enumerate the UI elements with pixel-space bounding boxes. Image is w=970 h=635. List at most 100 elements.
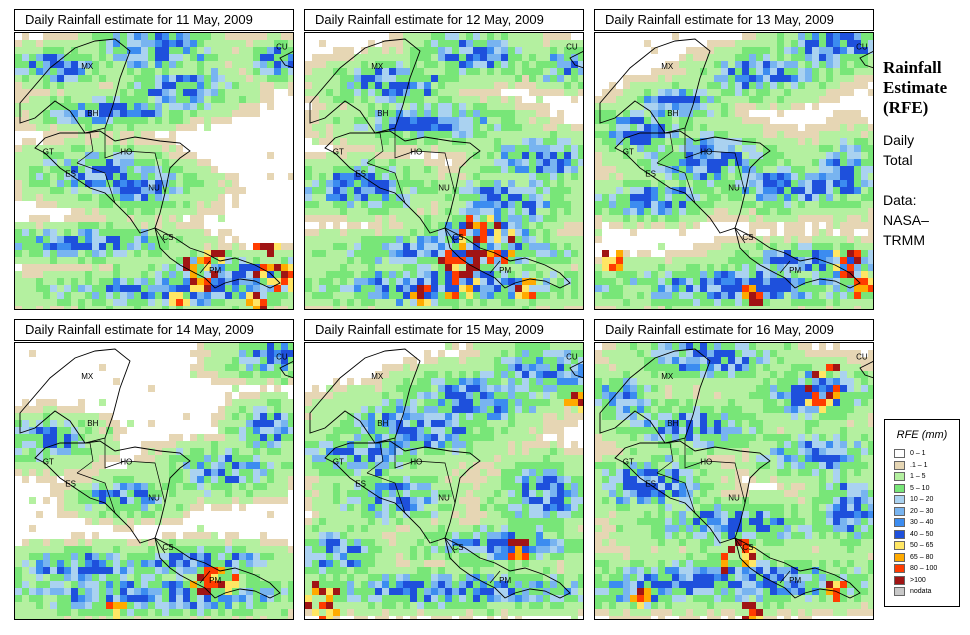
heavy-rain-cell — [861, 271, 868, 278]
rain-cell — [197, 166, 204, 173]
rain-cell — [494, 124, 501, 131]
rain-cell — [120, 124, 127, 131]
rain-cell — [417, 173, 424, 180]
rain-cell — [756, 152, 763, 159]
rain-cell — [798, 187, 805, 194]
rain-cell — [375, 61, 382, 68]
rain-cell — [550, 194, 557, 201]
rain-cell — [396, 75, 403, 82]
rain-cell — [281, 82, 288, 89]
rain-cell — [22, 222, 29, 229]
rain-cell — [106, 96, 113, 103]
rain-cell — [211, 68, 218, 75]
rain-cell — [274, 364, 281, 371]
rain-cell — [361, 89, 368, 96]
rain-cell — [784, 194, 791, 201]
rain-cell — [714, 61, 721, 68]
rain-cell — [375, 103, 382, 110]
rain-cell — [319, 292, 326, 299]
rain-cell — [64, 257, 71, 264]
rain-cell — [113, 434, 120, 441]
rain-cell — [644, 292, 651, 299]
rain-cell — [183, 462, 190, 469]
rain-cell — [707, 271, 714, 278]
rain-cell — [735, 236, 742, 243]
rain-cell — [29, 166, 36, 173]
rain-cell — [361, 82, 368, 89]
rain-cell — [833, 257, 840, 264]
rain-cell — [396, 215, 403, 222]
rain-cell — [630, 75, 637, 82]
rain-cell — [417, 208, 424, 215]
rain-cell — [113, 306, 120, 309]
rain-cell — [630, 187, 637, 194]
rain-cell — [43, 117, 50, 124]
rain-cell — [868, 131, 873, 138]
rain-cell — [305, 166, 312, 173]
rain-cell — [854, 131, 861, 138]
rain-cell — [113, 68, 120, 75]
rain-cell — [417, 180, 424, 187]
rain-cell — [43, 434, 50, 441]
rain-cell — [382, 96, 389, 103]
rain-cell — [354, 264, 361, 271]
rain-cell — [190, 215, 197, 222]
rain-cell — [312, 243, 319, 250]
heavy-rain-cell — [833, 250, 840, 257]
rain-cell — [763, 173, 770, 180]
rain-cell — [644, 75, 651, 82]
rain-cell — [92, 299, 99, 306]
rain-cell — [763, 131, 770, 138]
rain-cell — [106, 68, 113, 75]
rain-cell — [71, 271, 78, 278]
rain-cell — [92, 96, 99, 103]
rain-cell — [368, 194, 375, 201]
rain-cell — [672, 138, 679, 145]
rain-cell — [665, 75, 672, 82]
rain-cell — [169, 434, 176, 441]
rain-cell — [700, 187, 707, 194]
rain-cell — [798, 138, 805, 145]
rain-cell — [148, 180, 155, 187]
rain-cell — [459, 222, 466, 229]
rain-cell — [578, 145, 583, 152]
rain-cell — [267, 406, 274, 413]
rain-cell — [225, 455, 232, 462]
rain-cell — [120, 110, 127, 117]
rain-cell — [707, 299, 714, 306]
rain-cell — [763, 222, 770, 229]
rain-cell — [543, 194, 550, 201]
rain-cell — [459, 47, 466, 54]
rain-cell — [777, 278, 784, 285]
rain-cell — [197, 103, 204, 110]
rain-cell — [536, 278, 543, 285]
rain-cell — [550, 75, 557, 82]
rain-cell — [578, 61, 583, 68]
rain-cell — [36, 222, 43, 229]
rain-cell — [71, 152, 78, 159]
rain-cell — [305, 194, 312, 201]
rain-cell — [679, 194, 686, 201]
rain-cell — [85, 250, 92, 257]
rain-cell — [644, 117, 651, 124]
rain-cell — [183, 278, 190, 285]
rain-cell — [333, 173, 340, 180]
rain-cell — [134, 124, 141, 131]
rain-cell — [536, 152, 543, 159]
rain-cell — [438, 54, 445, 61]
rain-cell — [550, 40, 557, 47]
rain-cell — [854, 68, 861, 75]
rain-cell — [651, 194, 658, 201]
rain-cell — [438, 110, 445, 117]
heavy-rain-cell — [459, 243, 466, 250]
rain-cell — [288, 413, 293, 420]
rain-cell — [176, 243, 183, 250]
heavy-rain-cell — [267, 243, 274, 250]
rain-cell — [246, 33, 253, 40]
rain-cell — [693, 306, 700, 309]
rain-cell — [700, 194, 707, 201]
rain-cell — [347, 96, 354, 103]
rain-cell — [515, 103, 522, 110]
rain-cell — [85, 166, 92, 173]
rain-cell — [382, 47, 389, 54]
